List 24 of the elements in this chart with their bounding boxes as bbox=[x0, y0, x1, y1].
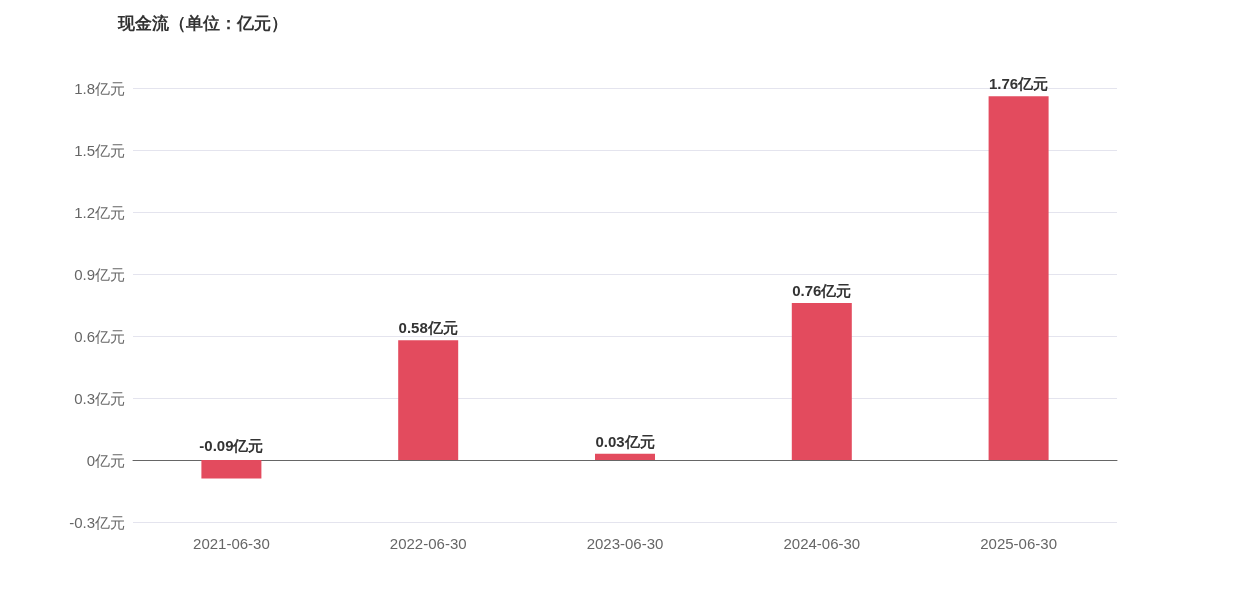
data-label: -0.09亿元 bbox=[199, 436, 264, 454]
x-tick-label: 2022-06-30 bbox=[389, 535, 467, 552]
y-tick-label: 1.2亿元 bbox=[74, 203, 125, 221]
data-label: 0.76亿元 bbox=[792, 281, 852, 299]
y-tick-label: 1.5亿元 bbox=[74, 141, 125, 159]
bar bbox=[201, 460, 262, 479]
data-label: 0.03亿元 bbox=[595, 432, 655, 450]
y-tick-label: 0.6亿元 bbox=[74, 327, 125, 345]
y-tick-label: 0.3亿元 bbox=[74, 389, 125, 407]
data-label: 1.76亿元 bbox=[989, 75, 1049, 93]
x-tick-label: 2021-06-30 bbox=[193, 535, 270, 552]
x-tick-label: 2024-06-30 bbox=[783, 535, 861, 552]
bar bbox=[398, 340, 459, 460]
y-tick-label: 0.9亿元 bbox=[74, 265, 125, 283]
y-tick-label: 1.8亿元 bbox=[74, 79, 125, 97]
y-tick-label: 0亿元 bbox=[86, 451, 125, 469]
chart-title: 现金流（单位：亿元） bbox=[117, 14, 288, 33]
data-label: 0.58亿元 bbox=[398, 319, 458, 337]
x-tick-label: 2023-06-30 bbox=[586, 535, 664, 552]
bar bbox=[595, 453, 655, 460]
x-tick-label: 2025-06-30 bbox=[980, 535, 1057, 552]
y-tick-label: -0.3亿元 bbox=[69, 513, 125, 531]
bar bbox=[988, 96, 1049, 460]
bar bbox=[791, 302, 852, 460]
